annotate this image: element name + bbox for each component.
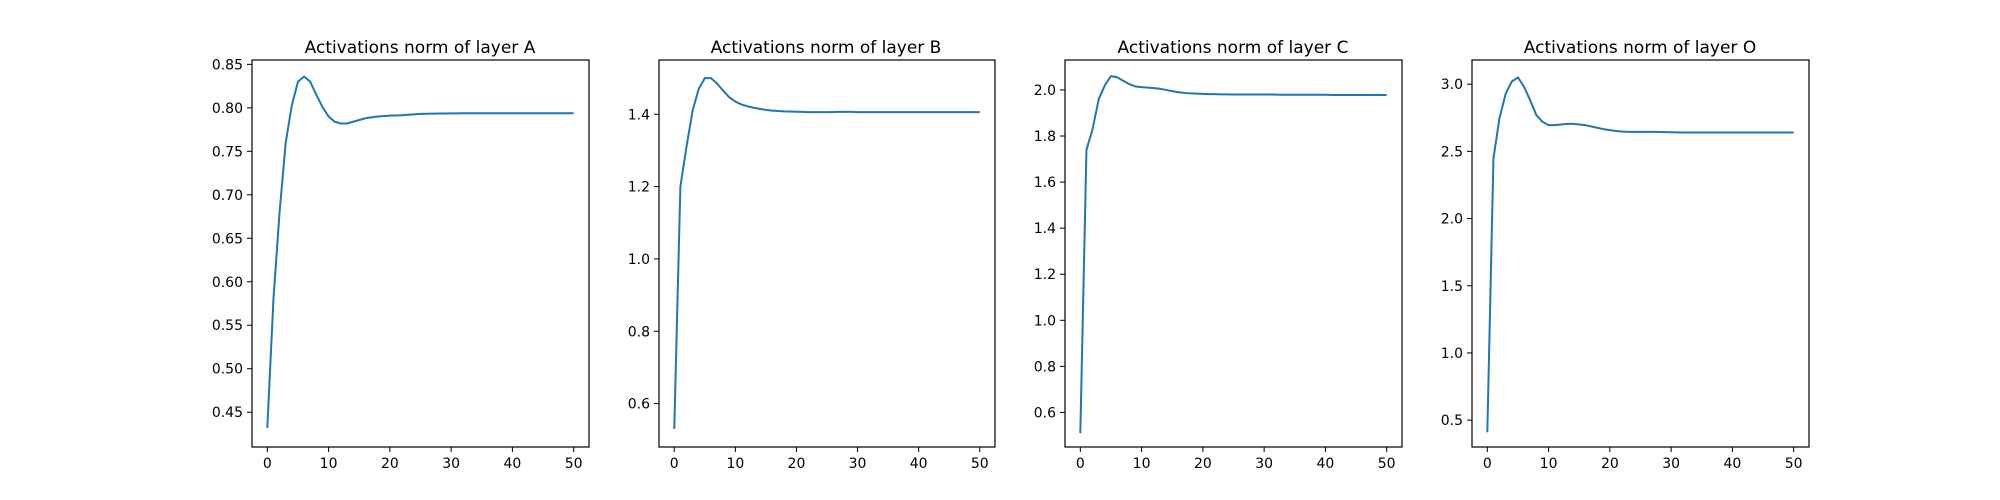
series-line: [266, 75, 574, 428]
x-tick-label: 40: [910, 456, 928, 472]
x-tick-label: 20: [1194, 456, 1212, 472]
y-tick-label: 0.55: [212, 318, 243, 334]
y-tick-label: 1.0: [1441, 346, 1463, 362]
x-tick-label: 40: [1316, 456, 1334, 472]
y-tick-label: 1.6: [1034, 175, 1056, 191]
y-tick-label: 0.5: [1441, 413, 1463, 429]
x-tick-label: 50: [971, 456, 989, 472]
x-tick-label: 10: [320, 456, 338, 472]
series-line: [1079, 75, 1387, 434]
y-tick-label: 0.65: [212, 231, 243, 247]
y-tick-label: 1.4: [628, 107, 650, 123]
y-tick-label: 1.0: [1034, 313, 1056, 329]
x-tick-label: 30: [1255, 456, 1273, 472]
x-tick-label: 0: [670, 456, 679, 472]
y-tick-label: 1.5: [1441, 279, 1463, 295]
x-tick-label: 50: [1785, 456, 1803, 472]
chart-panel-layer-b: Activations norm of layer B 0 10 20 30 40 50 0…: [628, 38, 996, 472]
chart-title: Activations norm of layer B: [711, 38, 942, 58]
y-tick-label: 0.45: [212, 405, 243, 421]
y-tick-label: 2.0: [1441, 212, 1463, 228]
y-tick-label: 0.6: [628, 397, 650, 413]
x-tick-label: 10: [1540, 456, 1558, 472]
x-tick-label: 50: [565, 456, 583, 472]
x-tick-label: 10: [1133, 456, 1151, 472]
series-line: [673, 77, 980, 429]
x-tick-label: 40: [1723, 456, 1741, 472]
x-tick-label: 50: [1378, 456, 1396, 472]
x-tick-label: 30: [1662, 456, 1680, 472]
y-tick-label: 3.0: [1441, 77, 1463, 93]
x-tick-label: 0: [1076, 456, 1085, 472]
x-tick-label: 20: [381, 456, 399, 472]
axes-frame: [251, 59, 590, 448]
y-tick-label: 2.5: [1441, 144, 1463, 160]
y-tick-label: 1.2: [1034, 267, 1056, 283]
x-tick-label: 20: [1601, 456, 1619, 472]
y-tick-label: 1.2: [628, 180, 650, 196]
axes-frame: [1064, 59, 1403, 448]
x-tick-label: 40: [503, 456, 521, 472]
y-tick-label: 0.50: [212, 362, 243, 378]
y-tick-label: 0.8: [1034, 359, 1056, 375]
y-tick-label: 0.6: [1034, 405, 1056, 421]
chart-panel-layer-o: Activations norm of layer O 0 10 20 30 40 50 0…: [1441, 38, 1810, 472]
x-tick-label: 0: [263, 456, 272, 472]
axes-frame: [1471, 59, 1810, 448]
chart-title: Activations norm of layer A: [305, 38, 536, 58]
y-tick-label: 0.60: [212, 275, 243, 291]
y-tick-label: 0.75: [212, 144, 243, 160]
y-tick-label: 0.85: [212, 57, 243, 73]
y-tick-label: 0.8: [628, 324, 650, 340]
y-tick-label: 2.0: [1034, 83, 1056, 99]
x-tick-label: 20: [788, 456, 806, 472]
y-tick-label: 1.0: [628, 252, 650, 268]
y-tick-label: 0.70: [212, 188, 243, 204]
y-tick-label: 1.4: [1034, 221, 1056, 237]
x-tick-label: 0: [1483, 456, 1492, 472]
chart-title: Activations norm of layer O: [1524, 38, 1756, 58]
y-tick-label: 0.80: [212, 101, 243, 117]
x-tick-label: 30: [442, 456, 460, 472]
series-line: [1486, 76, 1794, 433]
y-tick-label: 1.8: [1034, 129, 1056, 145]
chart-panel-layer-a: Activations norm of layer A 0 10 20 30 40 50 0…: [212, 38, 590, 472]
chart-panel-layer-c: Activations norm of layer C 0 10 20 30 40 50 0…: [1034, 38, 1403, 472]
axes-frame: [658, 59, 996, 448]
x-tick-label: 30: [849, 456, 867, 472]
x-tick-label: 10: [726, 456, 744, 472]
chart-title: Activations norm of layer C: [1118, 38, 1349, 58]
